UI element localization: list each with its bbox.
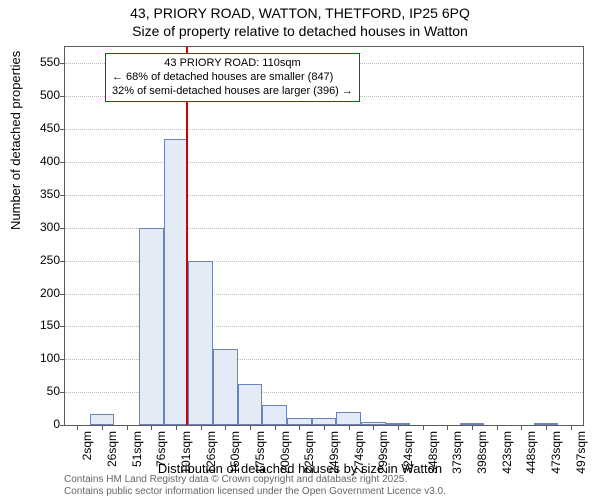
- ytick-mark: [60, 228, 65, 229]
- title-subtitle: Size of property relative to detached ho…: [0, 22, 600, 40]
- xtick-label: 225sqm: [302, 431, 316, 474]
- chart-container: 43, PRIORY ROAD, WATTON, THETFORD, IP25 …: [0, 0, 600, 500]
- xtick-mark: [373, 425, 374, 430]
- xtick-label: 324sqm: [401, 431, 415, 474]
- histogram-bar: [139, 228, 164, 425]
- xtick-label: 373sqm: [450, 431, 464, 474]
- xtick-mark: [299, 425, 300, 430]
- ytick-mark: [60, 129, 65, 130]
- xtick-mark: [398, 425, 399, 430]
- xtick-label: 473sqm: [549, 431, 563, 474]
- ytick-label: 250: [40, 253, 60, 267]
- xtick-label: 126sqm: [204, 431, 218, 474]
- footnote-line2: Contains public sector information licen…: [64, 486, 446, 498]
- histogram-bar: [262, 405, 287, 425]
- xtick-label: 423sqm: [500, 431, 514, 474]
- title-block: 43, PRIORY ROAD, WATTON, THETFORD, IP25 …: [0, 0, 600, 40]
- grid-line: [65, 129, 583, 130]
- xtick-mark: [77, 425, 78, 430]
- ytick-label: 500: [40, 88, 60, 102]
- ytick-mark: [60, 326, 65, 327]
- xtick-label: 26sqm: [105, 431, 119, 467]
- xtick-mark: [447, 425, 448, 430]
- title-address: 43, PRIORY ROAD, WATTON, THETFORD, IP25 …: [0, 4, 600, 22]
- xtick-mark: [201, 425, 202, 430]
- xtick-mark: [151, 425, 152, 430]
- xtick-mark: [275, 425, 276, 430]
- xtick-mark: [324, 425, 325, 430]
- ytick-label: 50: [47, 384, 60, 398]
- xtick-label: 348sqm: [426, 431, 440, 474]
- grid-line: [65, 195, 583, 196]
- xtick-mark: [176, 425, 177, 430]
- histogram-bar: [213, 349, 238, 425]
- histogram-bar: [238, 384, 263, 425]
- ytick-mark: [60, 392, 65, 393]
- histogram-bar: [164, 139, 189, 425]
- histogram-bar: [188, 261, 213, 425]
- xtick-label: 51sqm: [130, 431, 144, 467]
- xtick-label: 2sqm: [80, 431, 94, 460]
- ytick-label: 200: [40, 286, 60, 300]
- ytick-label: 350: [40, 187, 60, 201]
- annotation-line2: ← 68% of detached houses are smaller (84…: [112, 71, 353, 85]
- ytick-label: 450: [40, 121, 60, 135]
- ytick-label: 150: [40, 318, 60, 332]
- y-axis-label: Number of detached properties: [8, 51, 23, 230]
- xtick-mark: [521, 425, 522, 430]
- footnote-line1: Contains HM Land Registry data © Crown c…: [64, 474, 446, 486]
- footnote: Contains HM Land Registry data © Crown c…: [64, 474, 446, 498]
- xtick-label: 101sqm: [179, 431, 193, 474]
- xtick-label: 497sqm: [574, 431, 588, 474]
- xtick-mark: [546, 425, 547, 430]
- ytick-mark: [60, 162, 65, 163]
- histogram-bar: [336, 412, 361, 425]
- xtick-label: 175sqm: [253, 431, 267, 474]
- ytick-mark: [60, 63, 65, 64]
- ytick-mark: [60, 425, 65, 426]
- ytick-mark: [60, 294, 65, 295]
- marker-line: [186, 47, 188, 425]
- xtick-label: 200sqm: [278, 431, 292, 474]
- ytick-mark: [60, 261, 65, 262]
- ytick-mark: [60, 96, 65, 97]
- xtick-label: 274sqm: [352, 431, 366, 474]
- ytick-mark: [60, 359, 65, 360]
- xtick-mark: [571, 425, 572, 430]
- plot-area: 43 PRIORY ROAD: 110sqm ← 68% of detached…: [64, 46, 584, 426]
- xtick-mark: [250, 425, 251, 430]
- xtick-mark: [423, 425, 424, 430]
- xtick-mark: [225, 425, 226, 430]
- xtick-label: 150sqm: [228, 431, 242, 474]
- ytick-label: 100: [40, 351, 60, 365]
- ytick-label: 300: [40, 220, 60, 234]
- xtick-label: 398sqm: [475, 431, 489, 474]
- ytick-label: 400: [40, 154, 60, 168]
- xtick-mark: [349, 425, 350, 430]
- ytick-label: 0: [53, 417, 60, 431]
- ytick-mark: [60, 195, 65, 196]
- ytick-label: 550: [40, 55, 60, 69]
- annotation-box: 43 PRIORY ROAD: 110sqm ← 68% of detached…: [105, 53, 360, 102]
- xtick-mark: [102, 425, 103, 430]
- annotation-line3: 32% of semi-detached houses are larger (…: [112, 85, 353, 99]
- xtick-label: 299sqm: [376, 431, 390, 474]
- grid-line: [65, 162, 583, 163]
- xtick-label: 76sqm: [154, 431, 168, 467]
- xtick-mark: [127, 425, 128, 430]
- xtick-mark: [472, 425, 473, 430]
- histogram-bar: [90, 414, 115, 425]
- xtick-mark: [497, 425, 498, 430]
- annotation-line1: 43 PRIORY ROAD: 110sqm: [112, 57, 353, 71]
- xtick-label: 448sqm: [524, 431, 538, 474]
- xtick-label: 249sqm: [327, 431, 341, 474]
